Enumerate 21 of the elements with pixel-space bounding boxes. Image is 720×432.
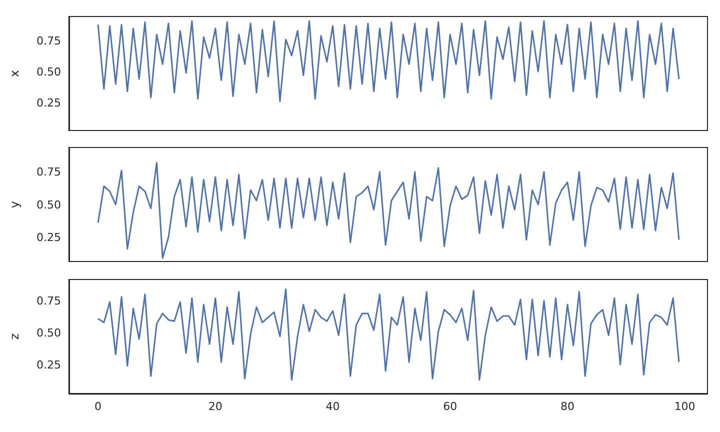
y-tick-label: 0.25 [36,231,61,244]
line-series [97,288,680,381]
y-tick-label: 0.75 [36,34,61,48]
y-tick-label: 0.75 [36,294,61,308]
y-axis-title: z [7,333,22,340]
x-tick-label: 0 [94,400,102,413]
y-tick-label: 0.50 [36,66,61,79]
y-tick-label: 0.50 [36,198,61,212]
y-tick-label: 0.25 [36,96,61,110]
y-axis-title: y [7,200,22,208]
line-series [97,162,680,259]
x-tick-label: 100 [674,400,696,413]
y-tick-label: 0.50 [36,326,61,340]
x-tick-label: 80 [560,400,574,413]
y-tick-label: 0.75 [36,166,61,179]
y-tick-label: 0.25 [36,358,61,372]
y-axis-title: x [7,70,22,78]
line-series [97,20,680,102]
x-tick-label: 40 [326,400,340,413]
x-tick-label: 20 [208,400,222,413]
x-tick-label: 60 [443,400,458,413]
